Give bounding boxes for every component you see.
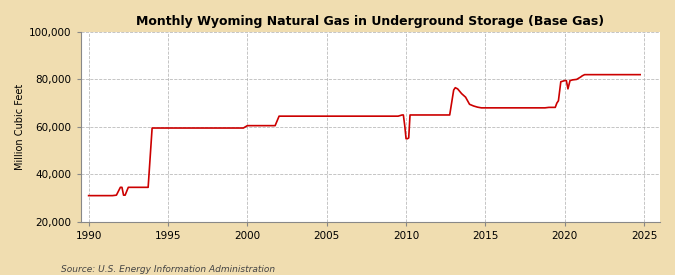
- Text: Source: U.S. Energy Information Administration: Source: U.S. Energy Information Administ…: [61, 265, 275, 274]
- Y-axis label: Million Cubic Feet: Million Cubic Feet: [15, 84, 25, 170]
- Title: Monthly Wyoming Natural Gas in Underground Storage (Base Gas): Monthly Wyoming Natural Gas in Undergrou…: [136, 15, 604, 28]
